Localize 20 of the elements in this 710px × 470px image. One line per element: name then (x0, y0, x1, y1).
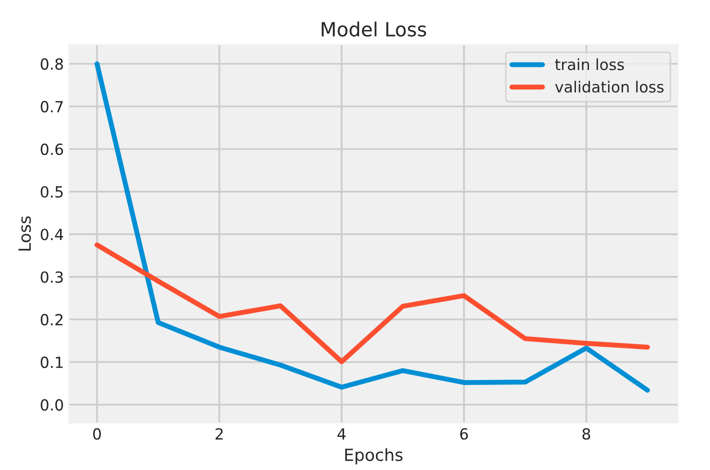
legend-label: validation loss (555, 80, 664, 93)
line-series (94, 242, 650, 364)
x-tick-label: 0 (93, 428, 101, 440)
y-tick-label: 0.6 (40, 144, 64, 156)
x-tick-label: 8 (582, 428, 590, 440)
y-tick-label: 0.3 (40, 271, 63, 283)
x-tick-label: 2 (216, 428, 223, 440)
x-tick-label: 6 (460, 428, 468, 440)
x-axis-title: Epochs (345, 448, 403, 464)
x-tick-label: 4 (338, 428, 346, 440)
legend-label: train loss (555, 58, 624, 70)
y-tick-label: 0.7 (40, 100, 63, 112)
y-tick-label: 0.4 (40, 228, 64, 240)
y-tick-label: 0.1 (40, 356, 63, 368)
y-tick-label: 0.8 (40, 58, 63, 70)
y-axis-title: Loss (18, 216, 31, 250)
y-tick-label: 0.5 (40, 186, 63, 198)
y-tick-label: 0.2 (40, 314, 62, 326)
y-tick-label: 0.0 (40, 399, 63, 411)
chart-title: Model Loss (322, 22, 426, 37)
